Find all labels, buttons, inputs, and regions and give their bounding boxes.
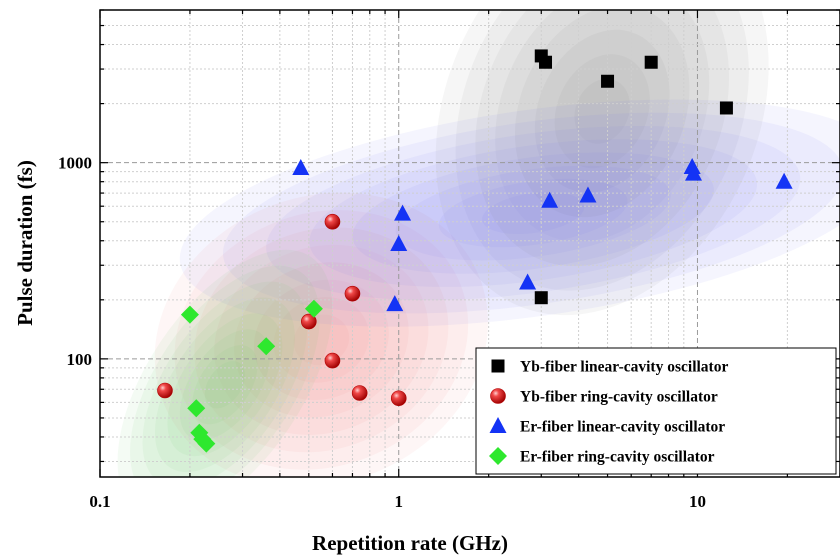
point-s0-5 (534, 291, 548, 305)
point-s3-3 (187, 399, 206, 418)
point-s1-5 (351, 385, 368, 401)
legend-label-0: Yb-fiber linear-cavity oscillator (520, 359, 728, 376)
point-s2-2 (390, 235, 408, 252)
point-s0-3 (644, 55, 658, 69)
x-axis-title: Repetition rate (GHz) (312, 531, 508, 555)
legend-label-1: Yb-fiber ring-cavity oscillator (520, 389, 718, 406)
legend-marker-1 (490, 388, 506, 404)
x-tick-label-2: 10 (689, 492, 706, 511)
y-tick-label-1: 1000 (58, 154, 92, 173)
point-s2-5 (541, 191, 559, 208)
legend-marker-3 (489, 447, 507, 465)
cloud-2 (179, 99, 840, 327)
legend: Yb-fiber linear-cavity oscillator Yb-fibe… (475, 347, 837, 475)
point-s2-9 (775, 172, 793, 189)
point-s3-0 (180, 305, 199, 324)
point-s3-1 (304, 299, 323, 318)
point-s2-8 (685, 164, 703, 181)
cloud-1 (154, 192, 488, 477)
legend-marker-2 (489, 417, 507, 433)
legend-marker-0 (491, 359, 505, 373)
point-s2-0 (292, 158, 310, 175)
point-s2-6 (579, 186, 597, 203)
y-tick-label-0: 100 (67, 350, 93, 369)
point-s2-1 (394, 204, 412, 221)
point-s3-6 (197, 434, 216, 453)
axes: 0.1 1 10 100 1000 (58, 9, 840, 511)
point-s0-2 (601, 74, 615, 88)
x-tick-label-0: 0.1 (89, 492, 110, 511)
density-clouds (117, 10, 840, 477)
point-s2-3 (386, 295, 404, 312)
legend-box (475, 347, 837, 475)
point-s1-2 (344, 285, 361, 302)
point-s3-2 (257, 337, 276, 356)
point-s1-1 (324, 213, 341, 230)
point-s1-6 (390, 390, 407, 407)
point-s1-3 (301, 313, 317, 330)
point-s0-4 (719, 101, 733, 115)
y-axis-title: Pulse duration (fs) (13, 160, 37, 326)
x-tick-label-1: 1 (394, 492, 403, 511)
legend-label-3: Er-fiber ring-cavity oscillator (520, 449, 715, 466)
cloud-0 (435, 10, 769, 316)
plot-frame (99, 9, 840, 478)
point-s1-4 (324, 352, 341, 369)
cloud-3 (117, 249, 333, 477)
legend-label-2: Er-fiber linear-cavity oscillator (520, 419, 725, 436)
data-points (157, 49, 793, 453)
point-s1-0 (157, 382, 173, 399)
point-s0-1 (539, 55, 553, 69)
point-s2-4 (519, 273, 537, 290)
